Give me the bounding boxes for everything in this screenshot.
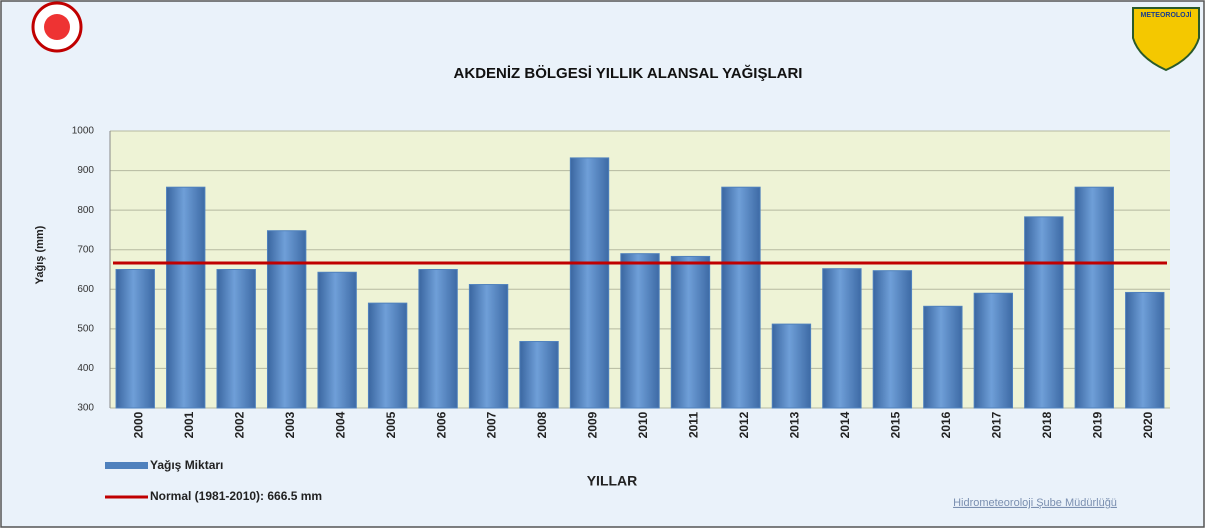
bar [569,157,610,409]
bar [317,271,357,409]
bar [519,341,559,409]
y-tick-label: 1000 [72,126,95,137]
x-tick-label: 2002 [232,411,246,438]
legend-label: Normal (1981-2010): 666.5 mm [150,489,322,503]
bar [923,305,963,409]
bar [1125,291,1165,409]
legend-swatch [105,462,148,469]
x-tick-label: 2007 [485,411,499,438]
bar [872,270,913,409]
bar [721,186,761,409]
x-tick-label: 2006 [434,411,448,438]
bar [115,269,155,409]
x-axis-label: YILLAR [587,473,638,489]
bar [166,186,206,409]
y-tick-label: 900 [77,165,94,176]
bar [266,230,307,409]
x-tick-label: 2004 [333,411,347,438]
bar [973,292,1014,409]
footer: Hidrometeoroloji Şube Müdürlüğü [953,497,1117,509]
logo-text: METEOROLOJİ [1141,11,1192,19]
logo-left-inner [44,14,70,40]
x-tick-label: 2017 [990,411,1004,438]
legend-label: Yağış Miktarı [150,458,223,472]
x-tick-label: 2003 [283,411,297,438]
bar [1074,186,1114,409]
y-tick-label: 800 [77,205,94,216]
bar [418,269,458,409]
logo-right [1132,7,1200,72]
x-tick-label: 2019 [1090,411,1104,438]
x-tick-label: 2016 [939,411,953,438]
x-tick-label: 2008 [535,411,549,438]
y-tick-label: 500 [77,323,94,334]
bar [670,255,711,409]
y-tick-label: 300 [77,403,94,414]
y-tick-label: 400 [77,363,94,374]
bar [1024,216,1064,409]
x-tick-label: 2014 [838,411,852,438]
x-tick-label: 2009 [586,411,600,438]
y-tick-label: 600 [77,284,94,295]
x-tick-label: 2018 [1040,411,1054,438]
x-tick-label: 2011 [687,412,701,438]
bar [216,269,256,409]
x-tick-label: 2001 [182,411,196,438]
bar [771,323,812,409]
chart-title: AKDENİZ BÖLGESİ YILLIK ALANSAL YAĞIŞLARI [454,64,803,82]
bar [822,268,862,409]
x-tick-label: 2000 [131,411,145,438]
bar [367,302,408,409]
x-tick-label: 2010 [636,411,650,438]
x-tick-label: 2020 [1141,411,1155,438]
x-tick-label: 2005 [384,411,398,438]
x-tick-label: 2012 [737,411,751,438]
bar [620,253,660,409]
y-tick-label: 700 [77,244,94,255]
x-tick-label: 2015 [889,411,903,438]
y-axis-label: Yağış (mm) [34,225,46,284]
bar [468,284,509,409]
x-tick-label: 2013 [788,411,802,438]
